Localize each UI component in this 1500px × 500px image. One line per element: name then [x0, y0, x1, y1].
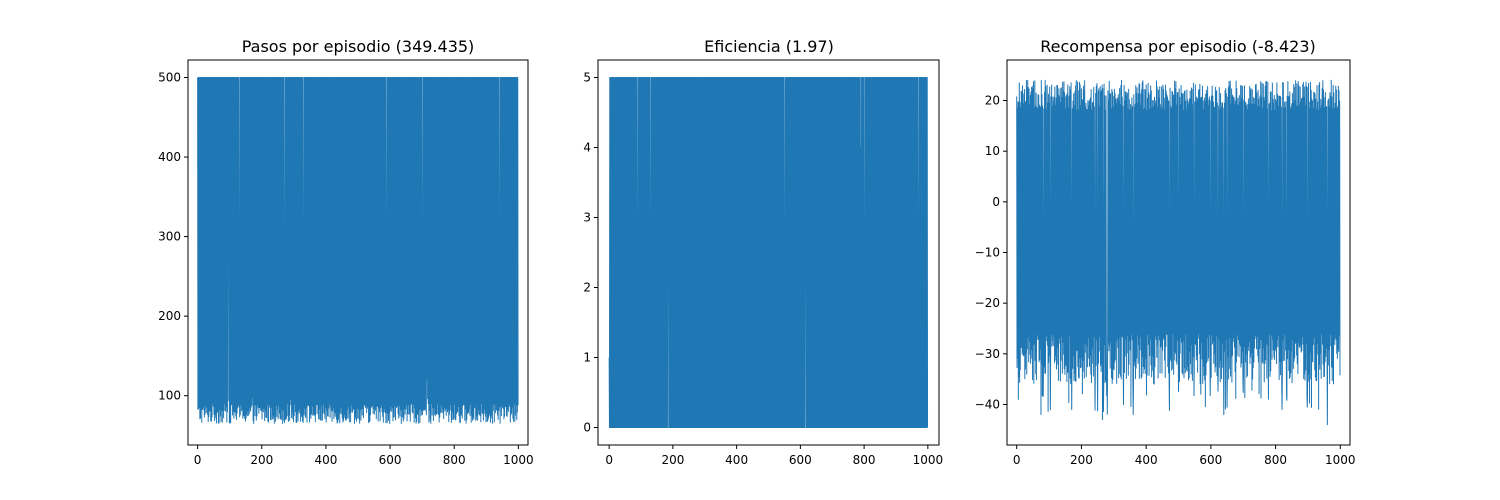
panel-steps: Pasos por episodio (349.435) 0 200 400 600 8…: [158, 37, 534, 467]
y-tick-label: 100: [158, 389, 181, 403]
x-tick-label: 600: [379, 453, 402, 467]
x-tick-label: 400: [1135, 453, 1158, 467]
y-tick-label: 400: [158, 150, 181, 164]
panel-efficiency-series: [608, 77, 929, 428]
y-tick-label: 10: [985, 144, 1000, 158]
panel-steps-series-line: [197, 77, 519, 425]
y-tick-label: 20: [985, 94, 1000, 108]
panel-efficiency-title: Eficiencia (1.97): [704, 37, 834, 56]
panel-efficiency-frame: [597, 59, 940, 446]
panel-reward-ticks: 0 200 400 600 800 1000 −40 −30 −20 −10 0 10 20: [975, 94, 1356, 467]
panel-steps-title: Pasos por episodio (349.435): [242, 37, 475, 56]
panel-efficiency: Eficiencia (1.97) 0 200 400 600 800 1000 0 1 2 3 4…: [583, 37, 943, 467]
x-tick-label: 400: [314, 453, 337, 467]
panel-steps-series: [197, 77, 519, 425]
x-tick-label: 200: [1070, 453, 1093, 467]
y-tick-label: 500: [158, 71, 181, 85]
y-tick-label: −40: [975, 397, 1000, 411]
y-tick-label: −10: [975, 246, 1000, 260]
x-tick-label: 800: [443, 453, 466, 467]
panel-reward: Recompensa por episodio (-8.423) 0 200 400…: [975, 37, 1356, 467]
y-tick-label: −30: [975, 347, 1000, 361]
y-tick-label: 3: [583, 211, 591, 225]
x-tick-label: 200: [661, 453, 684, 467]
panel-steps-ticks: 0 200 400 600 800 1000 100 200 300 400 500: [158, 71, 534, 468]
x-tick-label: 400: [725, 453, 748, 467]
panel-reward-frame: [1006, 59, 1351, 446]
y-tick-label: 5: [583, 71, 591, 85]
panel-efficiency-series-line: [608, 77, 929, 428]
y-tick-label: 1: [583, 351, 591, 365]
x-tick-label: 600: [1199, 453, 1222, 467]
panel-reward-title: Recompensa por episodio (-8.423): [1040, 37, 1316, 56]
panel-steps-frame: [187, 59, 529, 446]
x-tick-label: 1000: [1325, 453, 1356, 467]
y-tick-label: 2: [583, 281, 591, 295]
x-tick-label: 200: [250, 453, 273, 467]
y-tick-label: 200: [158, 309, 181, 323]
y-tick-label: 4: [583, 141, 591, 155]
y-tick-label: 300: [158, 230, 181, 244]
x-tick-label: 800: [1264, 453, 1287, 467]
y-tick-label: 0: [992, 195, 1000, 209]
x-tick-label: 1000: [913, 453, 944, 467]
panel-reward-series-line: [1016, 79, 1341, 426]
y-tick-label: −20: [975, 296, 1000, 310]
x-tick-label: 1000: [503, 453, 534, 467]
x-tick-label: 0: [605, 453, 613, 467]
x-tick-label: 0: [1013, 453, 1021, 467]
x-tick-label: 600: [789, 453, 812, 467]
y-tick-label: 0: [583, 421, 591, 435]
x-tick-label: 800: [853, 453, 876, 467]
panel-reward-series: [1016, 79, 1341, 426]
x-tick-label: 0: [194, 453, 202, 467]
panel-efficiency-ticks: 0 200 400 600 800 1000 0 1 2 3 4 5: [583, 71, 943, 468]
